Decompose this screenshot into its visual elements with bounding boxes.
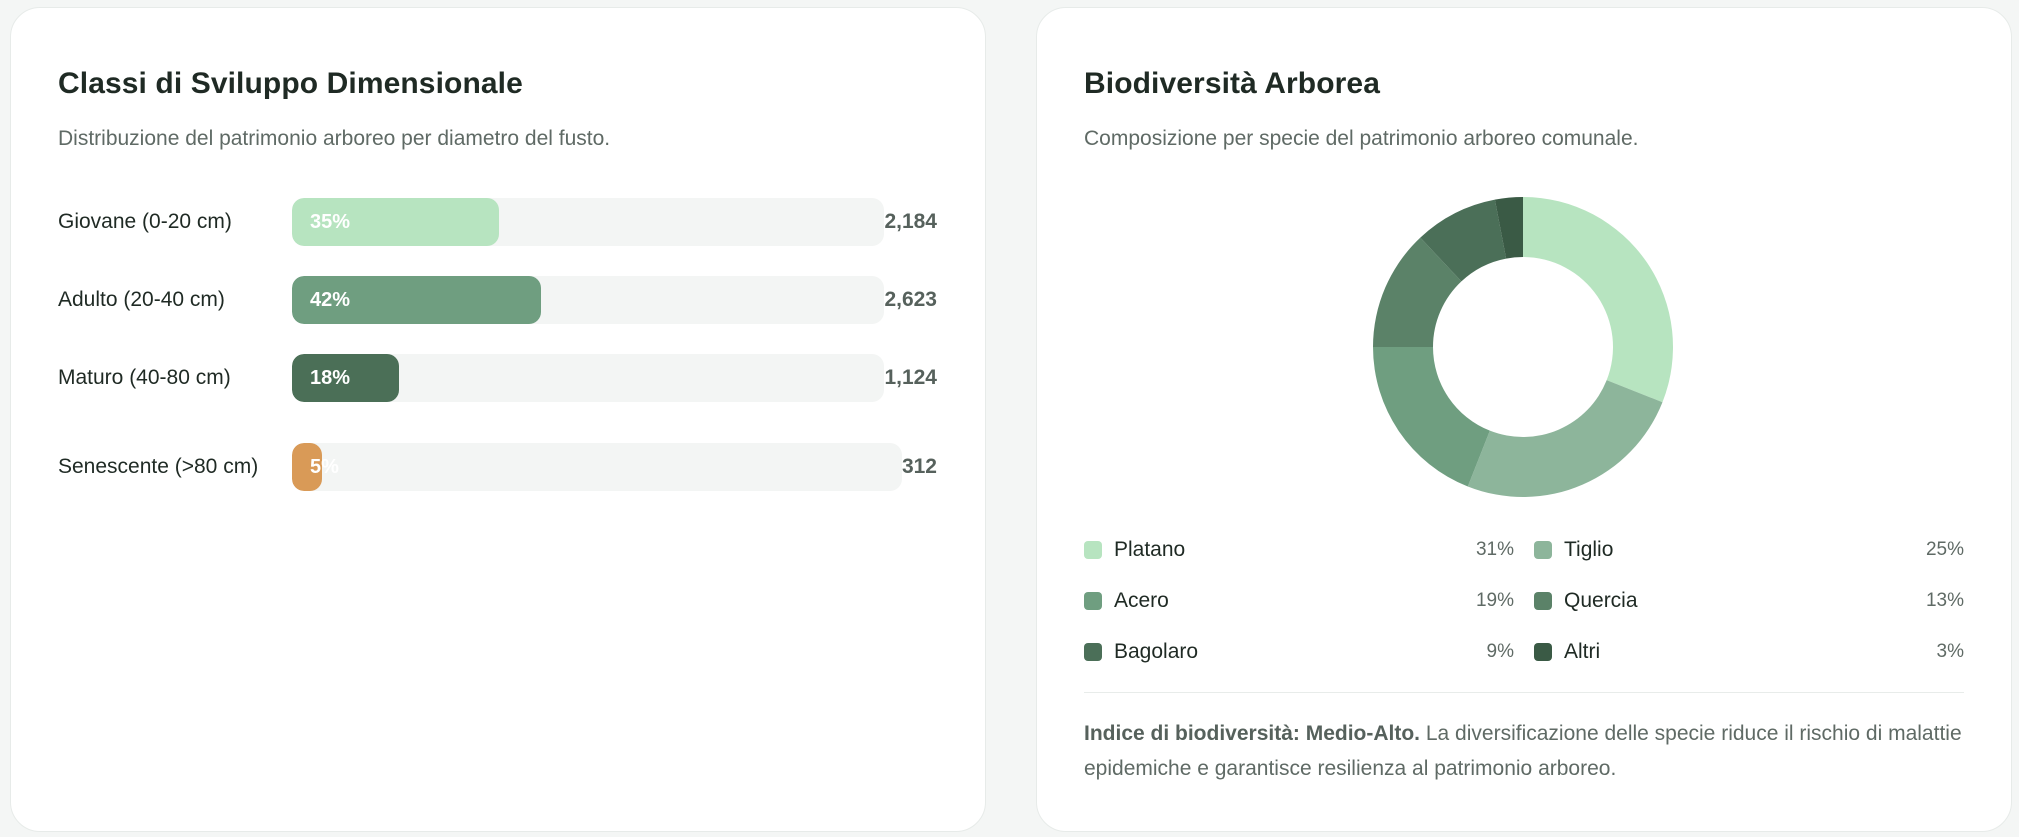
biodiversity-card: Biodiversità Arborea Composizione per sp… bbox=[1036, 7, 2012, 832]
legend-item: Acero 19% bbox=[1084, 583, 1514, 619]
bar-row: Giovane (0-20 cm) 35% 2,184 bbox=[58, 198, 937, 246]
biodiversity-index: Indice di biodiversità: Medio-Alto. bbox=[1084, 722, 1421, 745]
bar-fill bbox=[292, 276, 541, 324]
legend-item: Bagolaro 9% bbox=[1084, 634, 1514, 670]
legend-label: Quercia bbox=[1564, 589, 1638, 612]
legend-swatch bbox=[1084, 541, 1102, 559]
bar-count: 1,124 bbox=[884, 366, 937, 389]
legend-item: Quercia 13% bbox=[1534, 583, 1964, 619]
biodiversity-subtitle: Composizione per specie del patrimonio a… bbox=[1084, 127, 1639, 150]
legend-percent: 13% bbox=[1925, 590, 1964, 611]
legend-label: Altri bbox=[1564, 640, 1601, 663]
bar-percent: 35% bbox=[310, 211, 351, 233]
donut-slice-platano bbox=[1523, 197, 1673, 403]
legend-swatch bbox=[1534, 643, 1552, 661]
legend-item: Platano 31% bbox=[1084, 532, 1514, 568]
legend-percent: 3% bbox=[1936, 641, 1964, 662]
size-classes-card: Classi di Sviluppo Dimensionale Distribu… bbox=[10, 7, 986, 832]
biodiversity-title: Biodiversità Arborea bbox=[1084, 67, 1380, 100]
legend-percent: 9% bbox=[1486, 641, 1514, 662]
bar-track: 35% bbox=[292, 198, 885, 246]
species-legend: Platano 31% Tiglio 25% Acero 19% Quercia… bbox=[1084, 532, 1964, 670]
bar-percent: 5% bbox=[310, 456, 339, 478]
bar-track: 42% bbox=[292, 276, 885, 324]
bar-percent: 42% bbox=[310, 289, 351, 311]
bar-count: 2,184 bbox=[884, 210, 937, 233]
bar-percent: 18% bbox=[310, 367, 351, 389]
legend-swatch bbox=[1534, 541, 1552, 559]
bar-label: Maturo (40-80 cm) bbox=[58, 366, 231, 389]
legend-label: Acero bbox=[1114, 589, 1169, 612]
divider bbox=[1084, 692, 1964, 693]
bar-label: Adulto (20-40 cm) bbox=[58, 288, 225, 311]
donut-slice-tiglio bbox=[1467, 380, 1663, 497]
bar-row: Maturo (40-80 cm) 18% 1,124 bbox=[58, 354, 937, 402]
bar-row: Senescente (>80 cm) 5% 312 bbox=[58, 443, 937, 491]
species-donut-chart bbox=[1373, 197, 1673, 497]
biodiversity-note-text: La diversificazione delle specie riduce … bbox=[1084, 722, 1962, 780]
bar-track: 18% bbox=[292, 354, 885, 402]
bar-row: Adulto (20-40 cm) 42% 2,623 bbox=[58, 276, 937, 324]
bar-track: 5% bbox=[292, 443, 902, 491]
legend-percent: 25% bbox=[1925, 539, 1964, 560]
legend-item: Tiglio 25% bbox=[1534, 532, 1964, 568]
legend-percent: 19% bbox=[1475, 590, 1514, 611]
bar-fill bbox=[292, 443, 323, 491]
legend-swatch bbox=[1534, 592, 1552, 610]
size-classes-title: Classi di Sviluppo Dimensionale bbox=[58, 67, 523, 100]
legend-swatch bbox=[1084, 643, 1102, 661]
bar-fill bbox=[292, 354, 399, 402]
donut-slice-bagolaro bbox=[1420, 199, 1507, 282]
legend-label: Tiglio bbox=[1564, 538, 1614, 561]
legend-label: Bagolaro bbox=[1114, 640, 1199, 663]
bar-count: 2,623 bbox=[884, 288, 937, 311]
legend-item: Altri 3% bbox=[1534, 634, 1964, 670]
bar-label: Senescente (>80 cm) bbox=[58, 455, 259, 478]
donut-slice-quercia bbox=[1373, 237, 1462, 347]
donut-slice-acero bbox=[1373, 347, 1490, 487]
legend-swatch bbox=[1084, 592, 1102, 610]
size-classes-subtitle: Distribuzione del patrimonio arboreo per… bbox=[58, 127, 611, 150]
bar-label: Giovane (0-20 cm) bbox=[58, 210, 232, 233]
bar-fill bbox=[292, 198, 500, 246]
legend-percent: 31% bbox=[1475, 539, 1514, 560]
biodiversity-note: Indice di biodiversità: Medio-Alto. La d… bbox=[1084, 716, 1974, 786]
bar-count: 312 bbox=[901, 455, 937, 478]
legend-label: Platano bbox=[1114, 538, 1186, 561]
donut-slice-altri bbox=[1494, 197, 1523, 259]
